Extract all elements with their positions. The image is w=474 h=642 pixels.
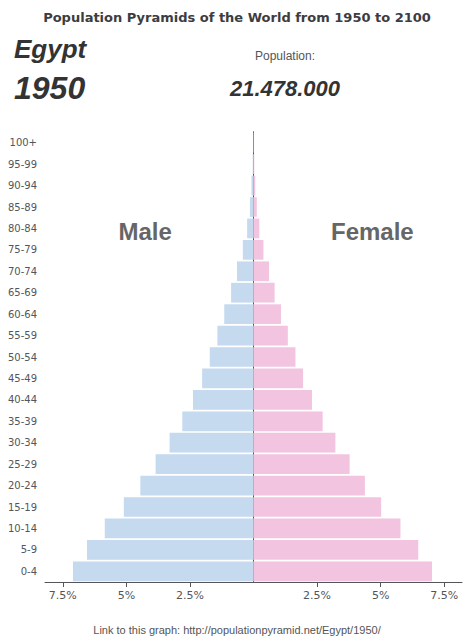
svg-text:95-99: 95-99 bbox=[8, 159, 37, 170]
svg-text:90-94: 90-94 bbox=[8, 180, 37, 191]
svg-text:5-9: 5-9 bbox=[21, 544, 37, 555]
svg-text:100+: 100+ bbox=[10, 137, 37, 148]
svg-text:2.5%: 2.5% bbox=[176, 589, 204, 602]
svg-text:35-39: 35-39 bbox=[8, 416, 37, 427]
svg-text:1950: 1950 bbox=[14, 70, 85, 106]
svg-text:10-14: 10-14 bbox=[8, 523, 37, 534]
svg-text:Male: Male bbox=[118, 218, 171, 245]
svg-text:Female: Female bbox=[331, 218, 414, 245]
svg-text:20-24: 20-24 bbox=[8, 480, 37, 491]
svg-text:80-84: 80-84 bbox=[8, 223, 37, 234]
svg-text:7.5%: 7.5% bbox=[49, 589, 77, 602]
svg-text:15-19: 15-19 bbox=[8, 502, 37, 513]
svg-text:75-79: 75-79 bbox=[8, 244, 37, 255]
svg-text:5%: 5% bbox=[118, 589, 135, 602]
svg-text:85-89: 85-89 bbox=[8, 202, 37, 213]
svg-text:50-54: 50-54 bbox=[8, 352, 37, 363]
svg-text:70-74: 70-74 bbox=[8, 266, 37, 277]
svg-text:30-34: 30-34 bbox=[8, 437, 37, 448]
svg-text:65-69: 65-69 bbox=[8, 287, 37, 298]
svg-text:25-29: 25-29 bbox=[8, 459, 37, 470]
svg-text:0-4: 0-4 bbox=[21, 566, 37, 577]
svg-text:55-59: 55-59 bbox=[8, 330, 37, 341]
svg-text:60-64: 60-64 bbox=[8, 309, 37, 320]
svg-text:45-49: 45-49 bbox=[8, 373, 37, 384]
svg-text:Population Pyramids of the Wor: Population Pyramids of the World from 19… bbox=[43, 10, 431, 25]
svg-text:7.5%: 7.5% bbox=[430, 589, 458, 602]
svg-text:Population:: Population: bbox=[255, 49, 315, 63]
svg-text:Egypt: Egypt bbox=[14, 34, 88, 64]
svg-text:5%: 5% bbox=[372, 589, 389, 602]
svg-text:Link to this graph: http://pop: Link to this graph: http://populationpyr… bbox=[93, 624, 381, 636]
svg-text:2.5%: 2.5% bbox=[303, 589, 331, 602]
svg-text:40-44: 40-44 bbox=[8, 394, 37, 405]
svg-text:21.478.000: 21.478.000 bbox=[229, 76, 341, 101]
